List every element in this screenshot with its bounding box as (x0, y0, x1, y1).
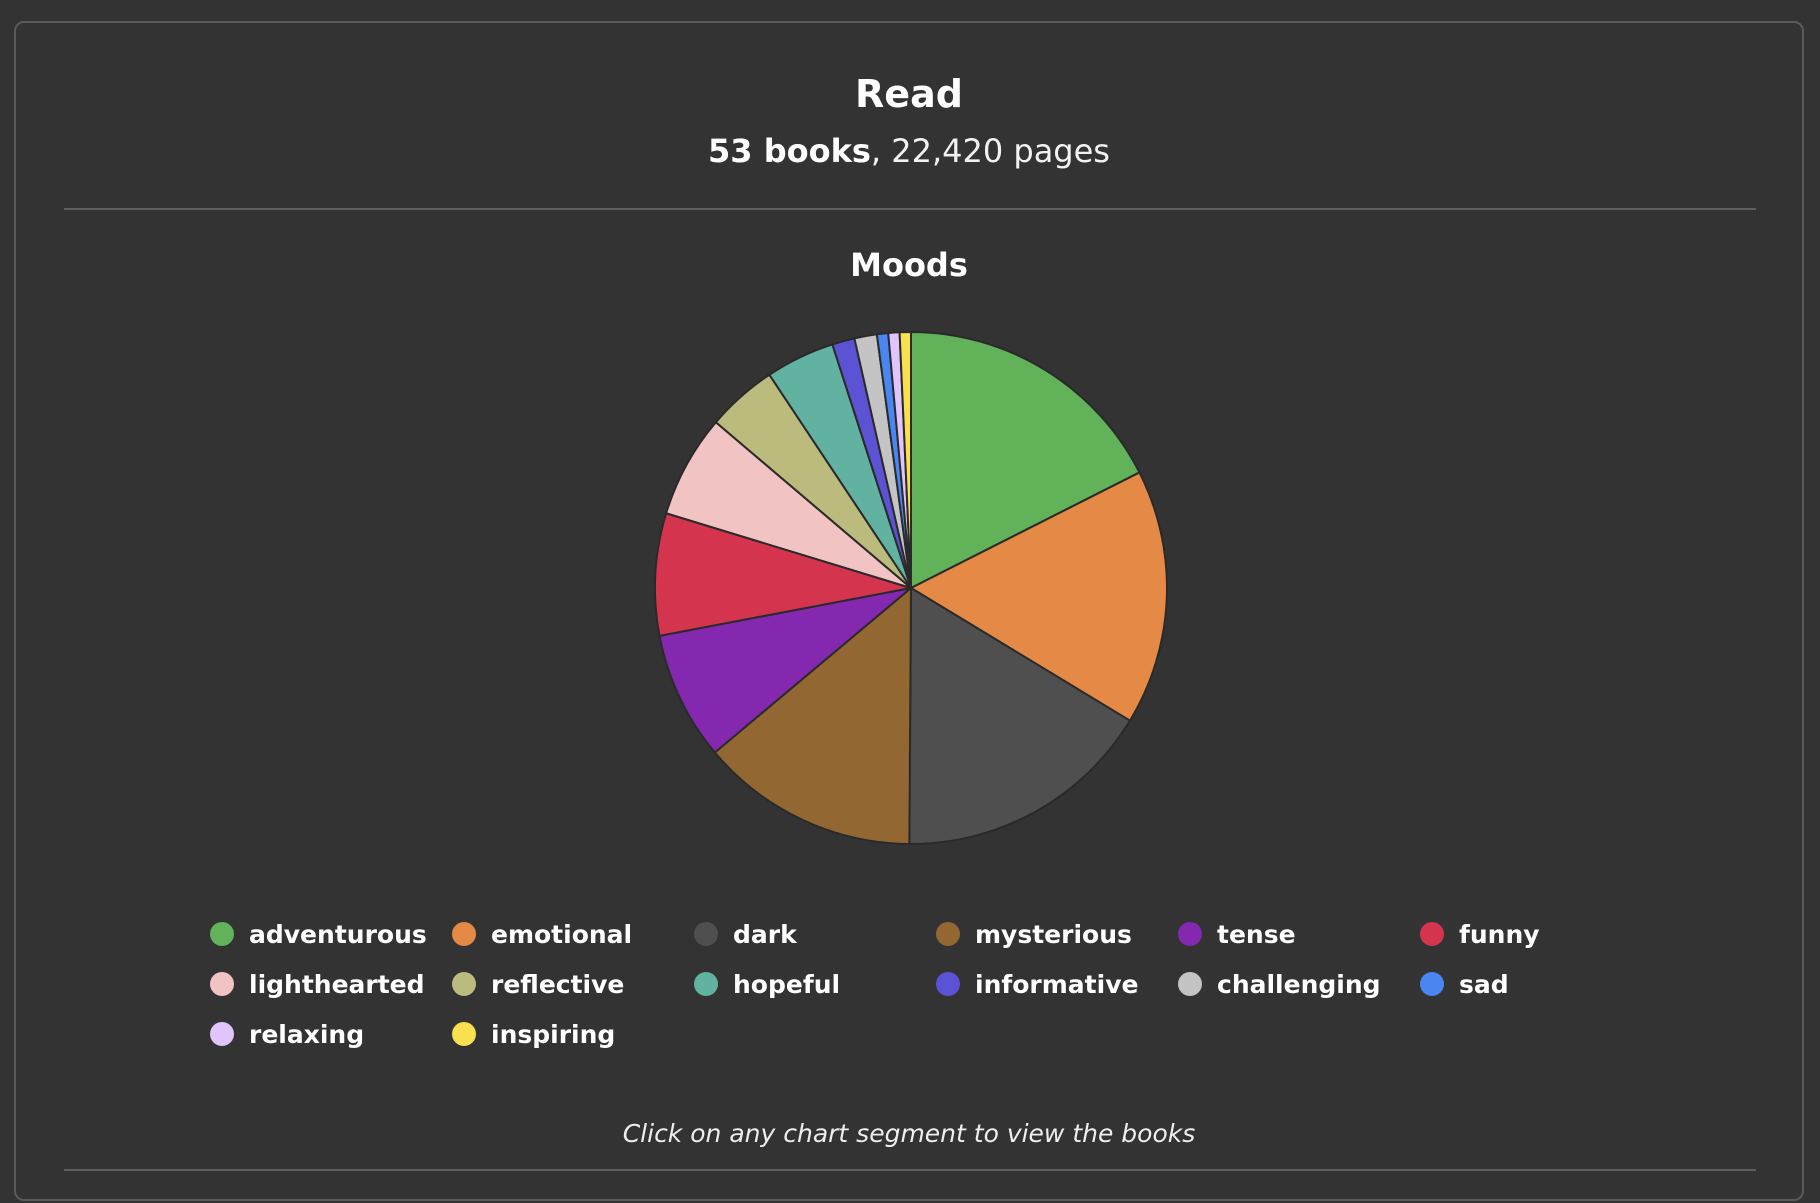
legend-label: reflective (491, 969, 625, 999)
moods-pie-chart[interactable] (16, 23, 1806, 1203)
bottom-divider (64, 1169, 1756, 1171)
read-stats-card: Read 53 books, 22,420 pages Moods advent… (14, 21, 1804, 1201)
legend-swatch (1420, 922, 1444, 946)
pie-slice-tense[interactable] (658, 586, 915, 754)
legend-label: mysterious (975, 919, 1132, 949)
legend-label: lighthearted (249, 969, 425, 999)
legend-item-lighthearted[interactable]: lighthearted (210, 959, 452, 1009)
chart-legend: adventurous emotional dark mysterious tense f… (210, 909, 1670, 1059)
legend-label: inspiring (491, 1019, 616, 1049)
legend-item-inspiring[interactable]: inspiring (452, 1009, 694, 1059)
summary-separator: , (870, 132, 892, 170)
legend-swatch (210, 972, 234, 996)
legend-label: informative (975, 969, 1139, 999)
read-summary: 53 books, 22,420 pages (16, 135, 1802, 167)
legend-swatch (694, 922, 718, 946)
legend-label: emotional (491, 919, 633, 949)
legend-item-emotional[interactable]: emotional (452, 909, 694, 959)
legend-label: tense (1217, 919, 1296, 949)
pie-slice-mysterious[interactable] (713, 585, 913, 846)
legend-swatch (452, 972, 476, 996)
pie-slice-inspiring[interactable] (898, 330, 912, 589)
legend-swatch (1420, 972, 1444, 996)
legend-swatch (1178, 972, 1202, 996)
legend-swatch (452, 922, 476, 946)
legend-label: adventurous (249, 919, 427, 949)
legend-item-mysterious[interactable]: mysterious (936, 909, 1178, 959)
legend-label: relaxing (249, 1019, 365, 1049)
chart-hint: Click on any chart segment to view the b… (622, 1119, 1196, 1148)
legend-label: funny (1459, 919, 1540, 949)
legend-item-funny[interactable]: funny (1420, 909, 1662, 959)
pie-slice-adventurous[interactable] (910, 330, 1141, 590)
legend-item-reflective[interactable]: reflective (452, 959, 694, 1009)
legend-item-hopeful[interactable]: hopeful (694, 959, 936, 1009)
legend-swatch (210, 1022, 234, 1046)
legend-swatch (936, 922, 960, 946)
legend-label: sad (1459, 969, 1509, 999)
legend-label: hopeful (733, 969, 841, 999)
legend-item-relaxing[interactable]: relaxing (210, 1009, 452, 1059)
legend-label: dark (733, 919, 797, 949)
legend-swatch (1178, 922, 1202, 946)
pages-count: 22,420 pages (891, 132, 1110, 170)
pie-slice-dark[interactable] (908, 586, 1132, 845)
legend-swatch (452, 1022, 476, 1046)
chart-title: Moods (850, 246, 968, 284)
pie-slice-funny[interactable] (654, 511, 912, 638)
legend-item-challenging[interactable]: challenging (1178, 959, 1420, 1009)
legend-item-sad[interactable]: sad (1420, 959, 1662, 1009)
legend-label: challenging (1217, 969, 1381, 999)
legend-swatch (210, 922, 234, 946)
legend-item-adventurous[interactable]: adventurous (210, 909, 452, 959)
pie-slice-emotional[interactable] (908, 471, 1168, 723)
page-title: Read (855, 72, 963, 116)
legend-item-informative[interactable]: informative (936, 959, 1178, 1009)
legend-item-tense[interactable]: tense (1178, 909, 1420, 959)
legend-swatch (936, 972, 960, 996)
legend-swatch (694, 972, 718, 996)
books-count: 53 books (708, 132, 871, 170)
legend-item-dark[interactable]: dark (694, 909, 936, 959)
top-divider (64, 208, 1756, 210)
